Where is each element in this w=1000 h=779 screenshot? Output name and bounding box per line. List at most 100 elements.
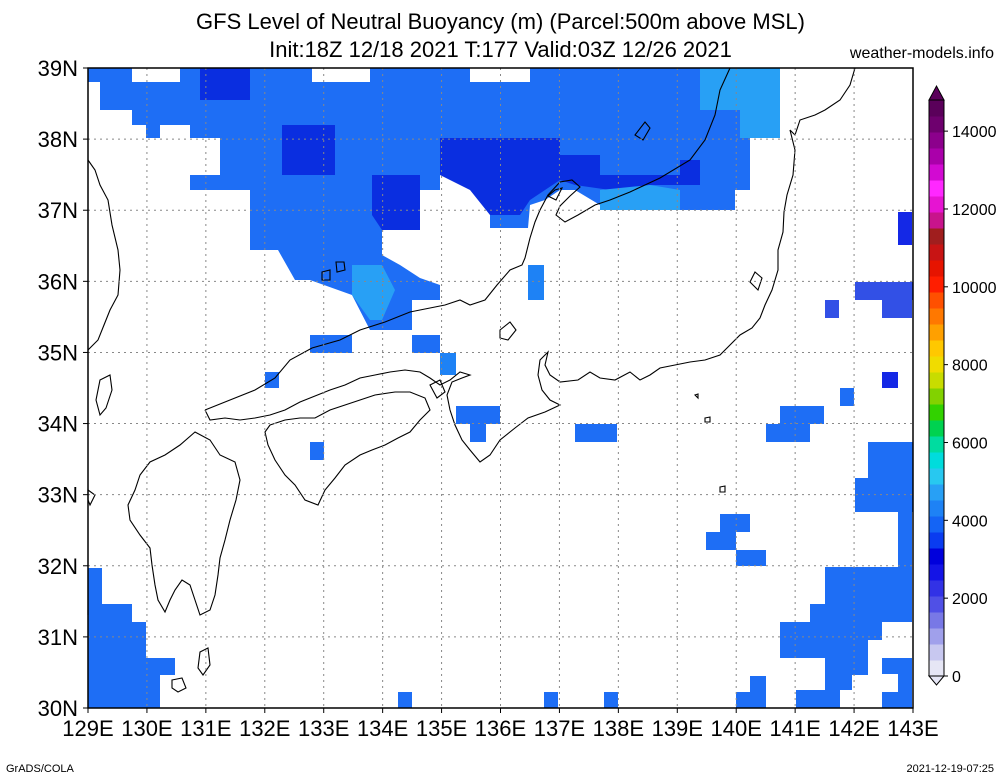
coastline-honshu-west [204, 67, 731, 411]
field-cell [706, 532, 736, 550]
colorbar-max-arrow [928, 84, 945, 101]
colorbar-label: 14000 [952, 124, 997, 141]
colorbar-swatch [929, 596, 944, 613]
lon-tick-label: 140E [711, 716, 762, 741]
colorbar-swatch [929, 468, 944, 485]
colorbar-label: 12000 [952, 202, 997, 219]
colorbar-swatch [929, 436, 944, 453]
colorbar-swatch [929, 324, 944, 341]
field-cell [575, 424, 617, 442]
coastline-sado [634, 121, 651, 141]
field-cell [882, 300, 912, 318]
field-cell [898, 512, 912, 567]
coastline-noto [547, 187, 564, 201]
colorbar-swatch [929, 212, 944, 229]
field-cell [720, 514, 750, 532]
field-cell [898, 212, 912, 245]
colorbar-swatch [929, 196, 944, 213]
lon-tick-label: 139E [652, 716, 703, 741]
colorbar: 0 2000 4000 6000 8000 10000 12000 14000 [927, 84, 997, 686]
field-cell [840, 388, 854, 406]
lon-tick-label: 142E [828, 716, 879, 741]
coastline-tanegashima [197, 647, 211, 676]
field-cell [398, 692, 412, 708]
field-cell [440, 353, 456, 375]
coastline-shikoku [264, 391, 431, 506]
lat-tick-label: 31N [38, 625, 78, 650]
colorbar-swatch [929, 484, 944, 501]
field-region-southwest [88, 568, 175, 708]
lat-tick-label: 34N [38, 412, 78, 437]
lat-tick-label: 32N [38, 554, 78, 579]
field-region-north-light [352, 68, 780, 320]
lon-tick-label: 137E [534, 716, 585, 741]
lon-tick-label: 133E [298, 716, 349, 741]
field-region-southeast [780, 567, 912, 708]
colorbar-swatch [929, 116, 944, 133]
lat-axis: 30N 31N 32N 33N 34N 35N 36N 37N 38N 39N [38, 56, 88, 721]
colorbar-swatch [929, 148, 944, 165]
colorbar-swatch [929, 612, 944, 629]
lon-tick-label: 129E [62, 716, 113, 741]
coastline-tsushima [95, 374, 113, 417]
colorbar-swatch [929, 292, 944, 309]
colorbar-label: 2000 [952, 591, 988, 608]
lon-axis: 129E 130E 131E 132E 133E 134E 135E 136E 137E 138E… [62, 708, 939, 741]
colorbar-swatch [929, 500, 944, 517]
colorbar-swatch [929, 340, 944, 357]
footer-timestamp: 2021-12-19-07:25 [906, 763, 994, 775]
field-cell [750, 676, 766, 708]
colorbar-swatch [929, 388, 944, 405]
colorbar-swatch [929, 132, 944, 149]
field-cell [736, 692, 752, 708]
coastline-korea [87, 159, 121, 351]
colorbar-swatch [929, 644, 944, 661]
colorbar-swatch [929, 100, 944, 117]
colorbar-swatch [929, 244, 944, 261]
field-cell [766, 424, 810, 442]
coastline-kyushu [127, 431, 241, 616]
colorbar-frame [928, 99, 945, 677]
coastline-goto [87, 488, 96, 507]
colorbar-label: 4000 [952, 513, 988, 530]
coastline-izu-island [693, 393, 726, 493]
colorbar-swatch [929, 564, 944, 581]
colorbar-label: 10000 [952, 280, 997, 297]
colorbar-swatch [929, 420, 944, 437]
colorbar-swatch [929, 516, 944, 533]
lon-tick-label: 135E [416, 716, 467, 741]
colorbar-swatch [929, 628, 944, 645]
lon-tick-label: 136E [475, 716, 526, 741]
field-cell [780, 406, 824, 424]
field-cell [882, 692, 898, 708]
colorbar-swatch [929, 580, 944, 597]
coastline-yakushima [171, 677, 187, 693]
colorbar-label: 6000 [952, 435, 988, 452]
colorbar-swatch [929, 532, 944, 549]
field-cell [868, 442, 913, 512]
coastline-hokkaido [789, 67, 856, 137]
colorbar-swatch [929, 404, 944, 421]
lat-tick-label: 39N [38, 56, 78, 81]
buoyancy-field [88, 68, 913, 708]
field-cell [882, 372, 898, 388]
map-title: GFS Level of Neutral Buoyancy (m) (Parce… [196, 9, 805, 34]
field-cell [470, 424, 486, 442]
colorbar-swatch [929, 308, 944, 325]
lat-tick-label: 36N [38, 269, 78, 294]
lon-tick-label: 131E [180, 716, 231, 741]
field-cell [412, 335, 440, 353]
colorbar-swatch [929, 660, 944, 677]
field-cell [825, 300, 839, 318]
coastline-peninsula [499, 321, 517, 341]
footer-software: GrADS/COLA [6, 763, 74, 775]
coastline-honshu-east [204, 129, 796, 463]
lon-tick-label: 141E [769, 716, 820, 741]
lat-tick-label: 37N [38, 198, 78, 223]
map-gridlines [88, 68, 913, 708]
colorbar-swatch [929, 372, 944, 389]
coastlines [87, 67, 856, 693]
coastline-boso [749, 271, 763, 292]
credit-label: weather-models.info [849, 45, 994, 62]
